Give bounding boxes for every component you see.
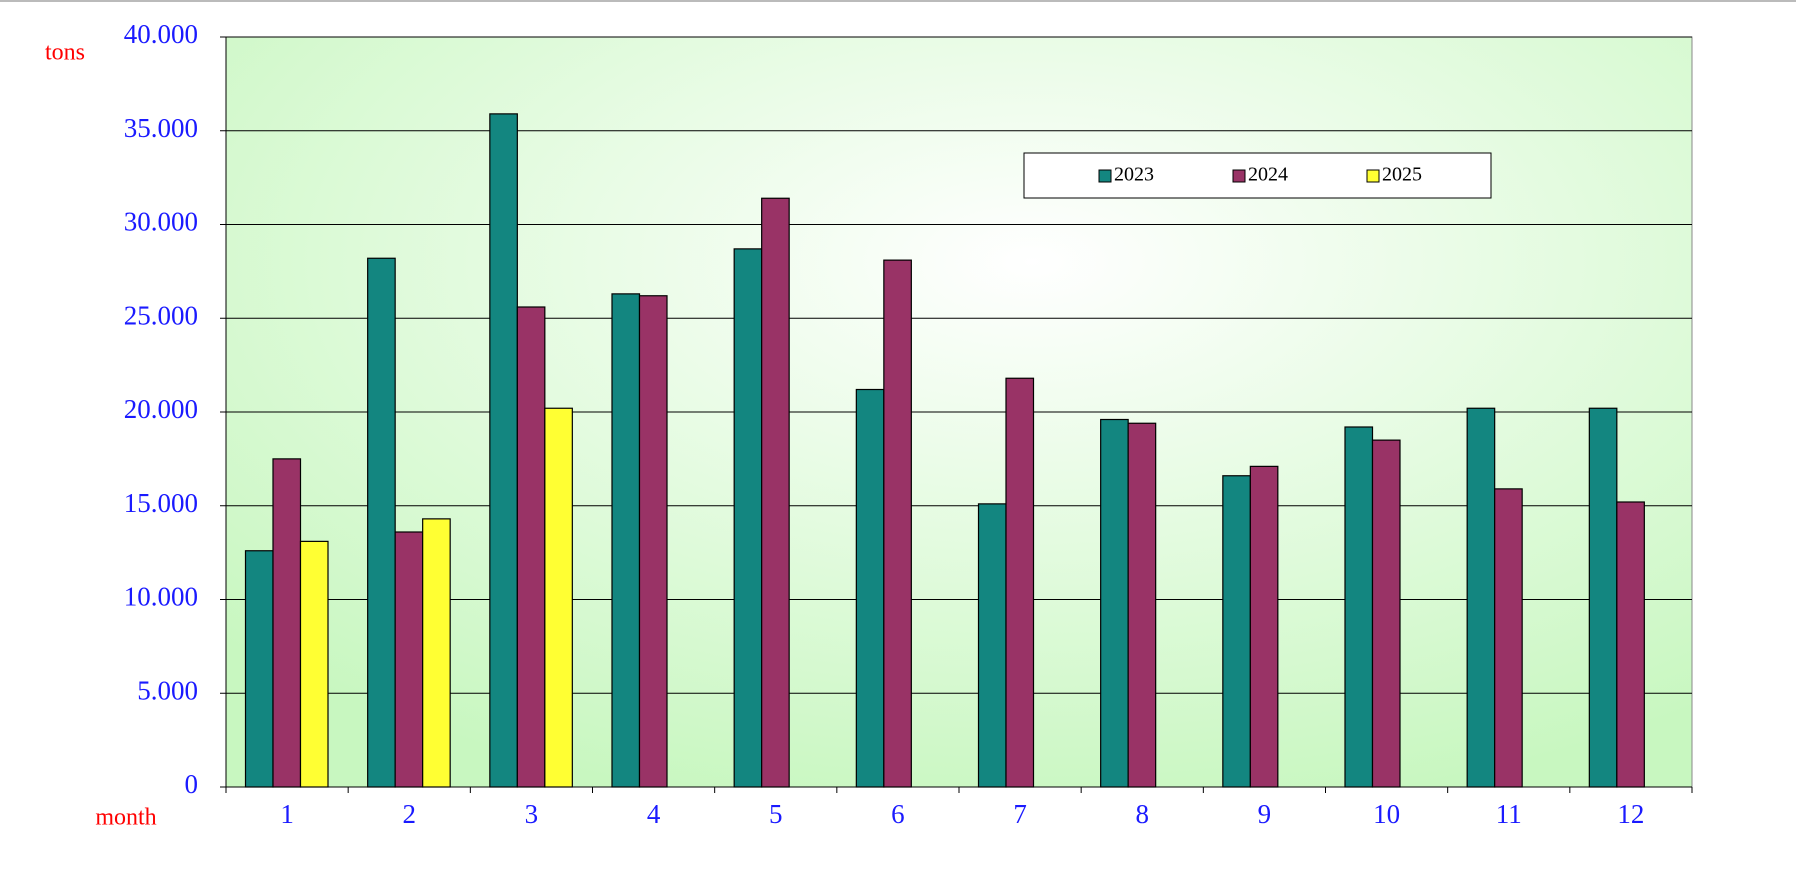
legend-label: 2024	[1248, 164, 1288, 186]
bar	[638, 295, 668, 788]
bar	[516, 306, 546, 788]
bar	[1005, 377, 1035, 788]
y-axis-label: tons	[45, 40, 85, 66]
y-tick-label: 0	[185, 769, 199, 799]
bar	[544, 407, 573, 788]
bar	[422, 518, 451, 788]
x-tick-label: 9	[1258, 799, 1272, 829]
bar	[733, 248, 763, 788]
bar	[272, 458, 302, 788]
bar	[977, 503, 1007, 788]
y-tick-label: 30.000	[124, 207, 198, 237]
bar	[1249, 465, 1279, 788]
bar	[1616, 501, 1645, 788]
bar	[883, 259, 912, 788]
bar	[855, 388, 885, 788]
legend-swatch	[1366, 169, 1380, 183]
x-tick-label: 12	[1617, 799, 1644, 829]
bar	[244, 550, 274, 788]
x-tick-label: 8	[1136, 799, 1150, 829]
bar	[394, 531, 424, 788]
bar	[1100, 418, 1129, 788]
bar	[1344, 426, 1374, 788]
bar	[761, 197, 790, 788]
y-tick-label: 40.000	[124, 19, 198, 49]
x-tick-label: 3	[525, 799, 539, 829]
bar	[299, 540, 329, 788]
bar	[489, 113, 518, 788]
bar	[1222, 475, 1251, 788]
bar	[1127, 422, 1157, 788]
x-tick-label: 7	[1013, 799, 1027, 829]
legend-label: 2023	[1114, 164, 1154, 186]
y-tick-label: 10.000	[124, 582, 198, 612]
y-tick-label: 5.000	[137, 675, 198, 705]
y-tick-label: 25.000	[124, 300, 198, 330]
x-axis-label: month	[95, 805, 156, 831]
x-tick-label: 6	[891, 799, 905, 829]
x-tick-label: 1	[280, 799, 294, 829]
x-tick-label: 2	[403, 799, 417, 829]
y-tick-label: 35.000	[124, 113, 198, 143]
x-tick-label: 10	[1373, 799, 1400, 829]
bar	[1588, 407, 1618, 788]
legend-swatch	[1232, 169, 1246, 183]
bar	[367, 257, 396, 788]
y-tick-label: 15.000	[124, 488, 198, 518]
bar	[1466, 407, 1496, 788]
legend-swatch	[1098, 169, 1112, 183]
legend-label: 2025	[1382, 164, 1422, 186]
bar	[1494, 488, 1523, 788]
bar	[1371, 439, 1401, 788]
x-tick-label: 4	[647, 799, 661, 829]
bar	[611, 293, 641, 788]
x-tick-label: 5	[769, 799, 783, 829]
y-tick-label: 20.000	[124, 394, 198, 424]
x-tick-label: 11	[1496, 799, 1522, 829]
